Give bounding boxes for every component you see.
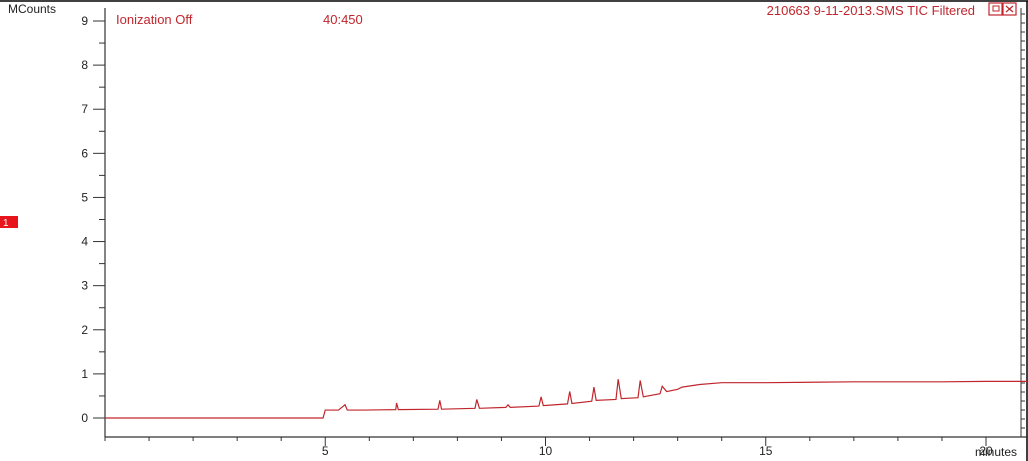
chart-title: 210663 9-11-2013.SMS TIC Filtered	[767, 3, 975, 18]
x-tick-label-5: 5	[322, 444, 329, 458]
y-axis-label: MCounts	[8, 2, 56, 16]
x-tick-label-15: 15	[759, 444, 773, 458]
x-tick-label-20: 20	[979, 444, 993, 458]
trace-marker: 1	[0, 216, 18, 229]
restore-icon	[992, 5, 1000, 12]
x-tick-label-10: 10	[539, 444, 553, 458]
y-tick-label-0: 0	[81, 411, 88, 425]
ionization-label: Ionization Off	[116, 12, 193, 27]
y-tick-label-7: 7	[81, 102, 88, 116]
trace-marker-label: 1	[3, 218, 9, 229]
restore-button[interactable]	[988, 2, 1003, 16]
y-tick-label-9: 9	[81, 14, 88, 28]
tic-trace	[105, 379, 1027, 419]
y-tick-label-8: 8	[81, 58, 88, 72]
right-axis-minor-ticks	[1021, 13, 1025, 429]
y-tick-label-2: 2	[81, 323, 88, 337]
y-tick-label-4: 4	[81, 235, 88, 249]
x-axis-label: minutes	[975, 445, 1017, 459]
close-icon	[1005, 5, 1014, 13]
x-axis-ticks: 5 10 15 20	[104, 437, 993, 458]
trace-marker-box	[0, 216, 18, 228]
mass-range-label: 40:450	[323, 12, 363, 27]
y-tick-label-3: 3	[81, 279, 88, 293]
y-tick-label-6: 6	[81, 146, 88, 160]
y-tick-label-5: 5	[81, 190, 88, 204]
y-axis-ticks: 0 1 2 3 4 5 6 7 8 9	[81, 14, 105, 425]
close-button[interactable]	[1002, 2, 1017, 16]
restore-button-box	[988, 2, 1003, 16]
y-tick-label-1: 1	[81, 367, 88, 381]
